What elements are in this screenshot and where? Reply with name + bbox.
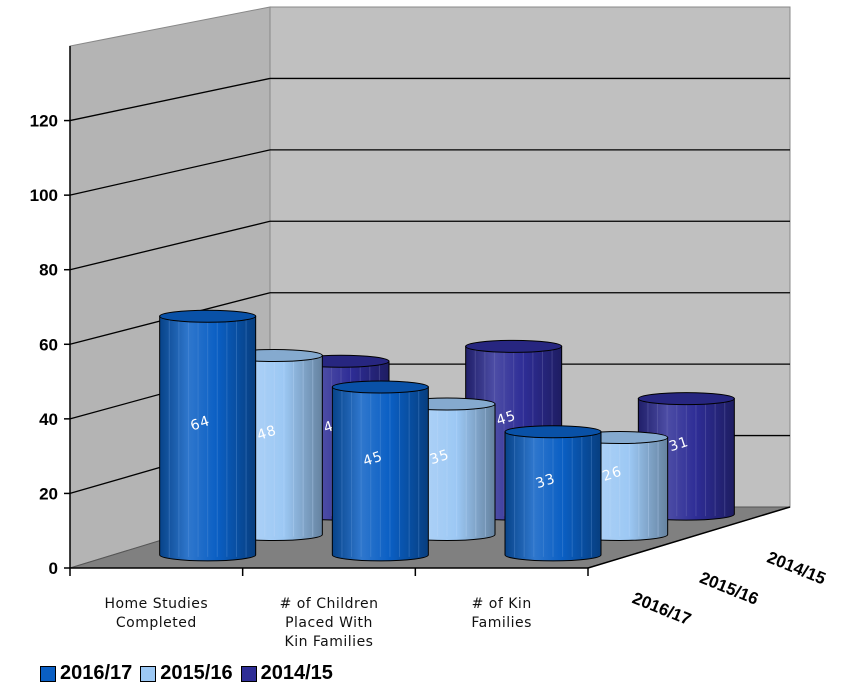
data-label: 31	[667, 434, 691, 455]
data-label: 45	[361, 448, 385, 469]
depth-series-label: 2016/17	[630, 588, 694, 629]
data-label: 26	[601, 464, 625, 485]
data-label: 33	[534, 471, 558, 492]
bar-top	[331, 380, 429, 394]
bar-2016-17-1: 64	[159, 309, 257, 562]
legend: 2016/17 2015/16 2014/15	[40, 662, 341, 685]
data-label: 35	[428, 447, 452, 468]
bar-top	[465, 339, 563, 353]
gridline-side	[69, 77, 271, 122]
bar-2016-17-3: 33	[504, 425, 602, 562]
bar-body	[504, 431, 602, 562]
x-category-label: # of Kin Families	[471, 596, 532, 631]
legend-swatch-2014-15	[240, 665, 257, 682]
bar-top	[159, 309, 257, 323]
legend-item-2014-15: 2014/15	[240, 662, 333, 685]
legend-item-2015-16: 2015/16	[140, 662, 233, 685]
legend-label-2016-17: 2016/17	[60, 662, 133, 684]
bar-top	[504, 425, 602, 439]
legend-swatch-2016-17	[40, 665, 56, 682]
bar-2016-17-2: 45	[331, 380, 429, 562]
y-tick-label: 120	[30, 112, 58, 131]
gridline-side	[69, 220, 271, 271]
bar-body	[159, 315, 257, 562]
legend-label-2015-16: 2015/16	[160, 662, 233, 684]
data-label: 48	[255, 423, 279, 444]
bar-top	[637, 392, 735, 406]
x-category-label: # of Children Placed With Kin Families	[280, 596, 379, 650]
y-tick-label: 100	[30, 186, 58, 205]
y-tick-label: 0	[49, 559, 58, 578]
x-category-label: Home Studies Completed	[104, 596, 208, 631]
depth-series-label: 2015/16	[697, 568, 761, 609]
y-tick-label: 20	[39, 484, 58, 503]
depth-axis-line	[587, 506, 791, 569]
legend-swatch-2015-16	[140, 665, 157, 682]
y-tick-label: 80	[39, 261, 58, 280]
y-tick-label: 40	[39, 410, 58, 429]
depth-series-label: 2014/15	[764, 548, 828, 589]
legend-item-2016-17: 2016/17	[40, 662, 132, 685]
legend-label-2014-15: 2014/15	[260, 662, 333, 684]
gridline-side	[69, 149, 271, 196]
y-tick-label: 60	[39, 335, 58, 354]
data-label: 45	[495, 408, 519, 429]
data-label: 64	[189, 413, 213, 434]
bar-body	[331, 386, 429, 562]
